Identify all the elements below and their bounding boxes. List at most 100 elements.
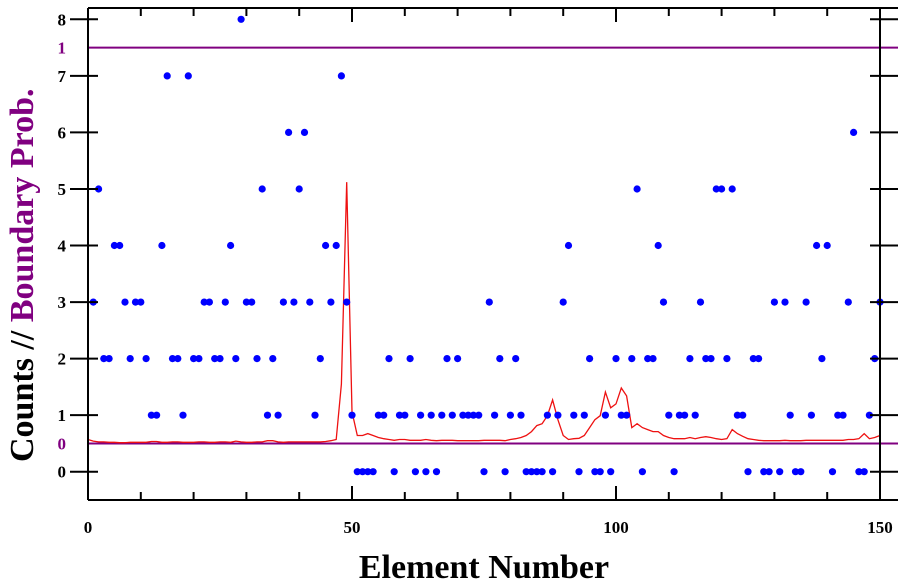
data-point — [612, 355, 620, 363]
data-point — [142, 355, 150, 363]
data-point — [464, 411, 472, 419]
data-point — [654, 241, 662, 250]
data-point — [258, 185, 266, 193]
prob-tick-label-1: 1 — [58, 39, 67, 58]
data-point — [776, 468, 784, 476]
data-point — [211, 355, 219, 363]
data-point — [385, 355, 393, 363]
data-point — [295, 185, 303, 193]
data-point — [168, 355, 177, 363]
data-point — [543, 411, 552, 419]
data-point — [269, 355, 277, 363]
data-point — [512, 355, 520, 363]
data-point — [110, 241, 118, 250]
boundary-reference-lines — [88, 46, 898, 445]
data-point — [828, 468, 837, 476]
data-point — [718, 185, 726, 193]
data-point — [216, 355, 224, 363]
data-point — [675, 411, 684, 419]
tick-labels: 0 1 0 50 100 150 0 1 2 3 4 5 6 7 8 — [58, 10, 893, 537]
data-point — [443, 355, 451, 363]
data-point — [353, 468, 361, 476]
data-point — [248, 298, 256, 306]
data-point — [316, 355, 324, 363]
data-point — [723, 355, 731, 363]
data-point — [638, 468, 647, 476]
data-point — [517, 411, 525, 419]
data-point — [681, 411, 689, 419]
data-point — [195, 355, 203, 363]
y-axis-title-counts: Counts — [4, 358, 41, 462]
data-point — [100, 355, 108, 363]
data-point — [712, 185, 720, 193]
data-point — [205, 298, 213, 306]
data-point — [380, 411, 388, 419]
data-point — [158, 241, 166, 250]
data-point — [131, 298, 140, 306]
data-point — [802, 298, 810, 306]
axis-ticks — [70, 8, 898, 500]
data-point — [538, 468, 546, 476]
y-tick-label-5: 5 — [58, 180, 67, 199]
data-point — [733, 411, 742, 419]
data-point — [227, 241, 235, 250]
data-point — [438, 411, 446, 419]
data-point — [749, 355, 757, 363]
data-point — [527, 468, 536, 476]
data-point — [691, 411, 699, 419]
data-point — [770, 298, 779, 306]
data-point — [174, 355, 182, 363]
data-point — [491, 411, 499, 419]
x-axis-title: Element Number — [359, 549, 609, 581]
data-point — [765, 468, 773, 476]
count-points-layer — [89, 15, 884, 476]
data-point — [781, 298, 789, 306]
data-point — [137, 298, 145, 306]
y-axis-title-prob: Boundary Prob. — [4, 89, 41, 323]
boundary-probability-line — [87, 182, 881, 444]
data-point — [279, 298, 287, 306]
data-point — [364, 468, 372, 476]
data-point — [823, 241, 831, 250]
data-point — [480, 468, 488, 476]
data-point — [448, 411, 456, 419]
data-point — [860, 468, 868, 476]
y-tick-label-1: 1 — [58, 406, 67, 425]
data-point — [659, 298, 668, 306]
y-tick-label-3: 3 — [58, 293, 67, 312]
data-point — [496, 355, 504, 363]
data-point — [126, 355, 134, 363]
data-point — [190, 355, 198, 363]
data-point — [744, 468, 752, 476]
data-point — [564, 241, 573, 250]
data-point — [359, 468, 367, 476]
data-point — [855, 468, 863, 476]
data-point — [300, 128, 309, 136]
data-point — [232, 355, 240, 363]
data-point — [834, 411, 842, 419]
data-point — [702, 355, 710, 363]
data-point — [253, 355, 261, 363]
data-point — [570, 411, 578, 419]
data-point — [596, 468, 604, 476]
data-point — [786, 411, 794, 419]
y-tick-label-4: 4 — [58, 237, 67, 256]
x-tick-label-100: 100 — [603, 518, 629, 537]
data-point — [200, 298, 208, 306]
data-point — [644, 355, 652, 363]
data-point — [327, 298, 335, 306]
data-point — [533, 468, 541, 476]
data-point — [348, 411, 356, 419]
data-point — [95, 185, 103, 193]
data-point — [522, 468, 530, 476]
data-point — [696, 298, 705, 306]
data-point — [554, 411, 562, 419]
data-point — [844, 298, 852, 306]
data-point — [322, 241, 330, 250]
data-point — [760, 468, 768, 476]
data-point — [850, 128, 858, 136]
data-point — [586, 355, 594, 363]
data-point — [237, 15, 245, 23]
